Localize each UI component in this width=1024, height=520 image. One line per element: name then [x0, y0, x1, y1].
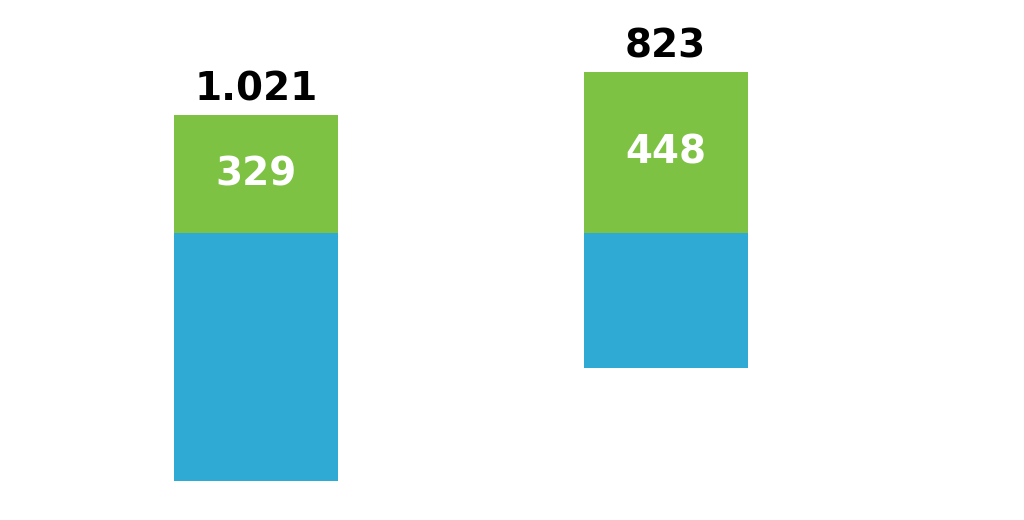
Bar: [584, 233, 748, 368]
Text: 823: 823: [625, 28, 707, 66]
Bar: [174, 233, 338, 482]
Text: 329: 329: [215, 155, 297, 193]
Text: 1.021: 1.021: [195, 71, 317, 109]
Bar: [174, 115, 338, 233]
Text: 448: 448: [625, 134, 707, 172]
Bar: [584, 72, 748, 233]
